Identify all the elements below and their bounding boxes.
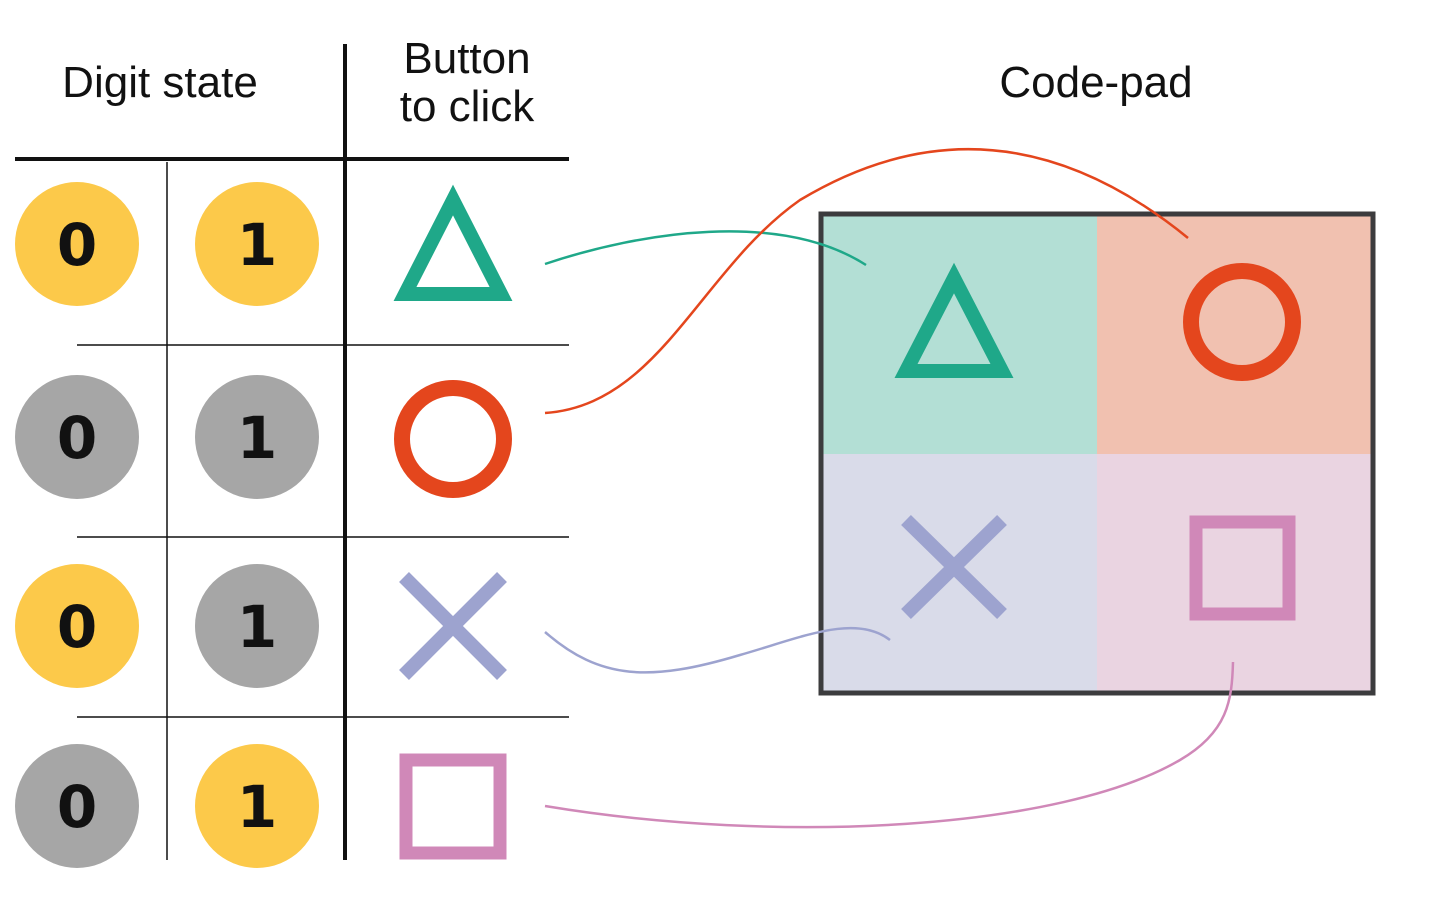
cross-icon[interactable]: [399, 572, 507, 680]
digit-label-left: 0: [57, 404, 97, 472]
button-header-line1: Button: [403, 34, 530, 83]
digit-label-left: 0: [57, 773, 97, 841]
connector-cross: [544, 626, 891, 674]
digit-bubble-left: [15, 744, 139, 868]
connector-square: [544, 661, 1235, 829]
triangle-icon[interactable]: [393, 184, 513, 301]
table-row: 0 1: [15, 182, 513, 306]
codepad-triangle-icon: [894, 262, 1014, 378]
table-row: 0 1: [15, 744, 507, 868]
codepad-circle-icon: [1183, 263, 1301, 381]
digit-label-right: 1: [237, 593, 277, 661]
digit-bubble-right: [195, 182, 319, 306]
connectors: [544, 147, 1235, 829]
circle-icon[interactable]: [394, 380, 512, 498]
codepad-key-triangle[interactable]: [821, 214, 1097, 454]
digit-bubble-right: [195, 375, 319, 499]
digit-bubble-left: [15, 375, 139, 499]
codepad-header: Code-pad: [999, 58, 1192, 107]
digit-label-right: 1: [237, 773, 277, 841]
button-header-line2: to click: [400, 82, 535, 131]
table-row: 0 1: [15, 564, 507, 688]
codepad: [818, 211, 1376, 696]
codepad-square-icon: [1189, 515, 1296, 621]
codepad-key-circle[interactable]: [1097, 214, 1373, 454]
table-grid: [15, 44, 569, 860]
digit-label-right: 1: [237, 404, 277, 472]
codepad-key-square[interactable]: [1097, 454, 1373, 693]
connector-triangle: [544, 230, 867, 267]
digit-label-right: 1: [237, 211, 277, 279]
digit-bubble-left: [15, 564, 139, 688]
digit-bubble-right: [195, 564, 319, 688]
digit-bubble-left: [15, 182, 139, 306]
codepad-border: [818, 211, 1376, 696]
digit-state-header: Digit state: [62, 58, 258, 107]
digit-label-left: 0: [57, 211, 97, 279]
digit-bubble-right: [195, 744, 319, 868]
table-row: 0 1: [15, 375, 512, 499]
digit-label-left: 0: [57, 593, 97, 661]
square-icon[interactable]: [399, 753, 507, 860]
codepad-cross-icon: [901, 514, 1007, 620]
connector-circle: [544, 147, 1189, 415]
